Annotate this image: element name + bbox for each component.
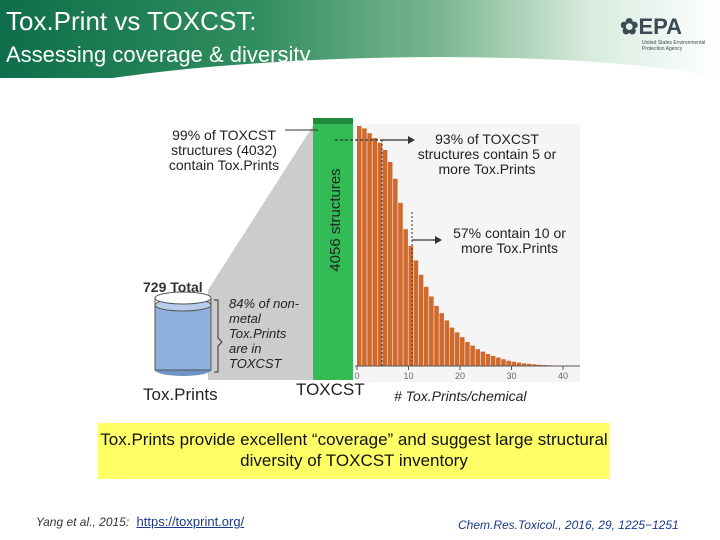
histogram-bar: [490, 355, 496, 366]
toxcst-bar: [313, 118, 353, 380]
histogram-bar: [413, 260, 419, 366]
histogram-bar: [418, 274, 424, 366]
histogram-bar: [372, 138, 377, 366]
arrowhead-57pct: [435, 236, 442, 244]
citation: Yang et al., 2015: https://toxprint.org/: [36, 514, 244, 529]
citation-text: Yang et al., 2015:: [36, 515, 130, 529]
note-57pct: 57% contain 10 or more Tox.Prints: [453, 225, 566, 256]
histogram-bar: [403, 229, 408, 366]
toxcst-bar-top: [313, 118, 353, 124]
note-93pct: 93% of TOXCST structures contain 5 or mo…: [417, 131, 557, 177]
histogram-bars: [357, 126, 563, 366]
histogram-x-label: # Tox.Prints/chemical: [394, 388, 527, 404]
histogram-bar: [434, 306, 439, 366]
histogram-bar: [382, 150, 388, 366]
histogram-bar: [439, 313, 444, 366]
note-84pct: 84% of non-metal Tox.Prints are in TOXCS…: [229, 296, 300, 371]
histogram-bar: [501, 359, 506, 366]
histogram-bar: [537, 364, 542, 366]
logo-agency-text: United States Environmental Protection A…: [642, 40, 706, 52]
x-tick-label: 30: [506, 371, 516, 381]
histogram-bar: [398, 202, 403, 366]
histogram-bar: [357, 126, 362, 366]
histogram-bar: [506, 360, 511, 366]
title-banner: Tox.Print vs TOXCST: Assessing coverage …: [0, 0, 720, 78]
histogram-bar: [516, 362, 522, 366]
note-99pct: 99% of TOXCST structures (4032) contain …: [168, 127, 280, 173]
toxcst-axis-label: TOXCST: [296, 380, 365, 399]
logo-mark: EPA: [638, 14, 683, 39]
slide-subtitle: Assessing coverage & diversity: [6, 42, 311, 67]
histogram-bar: [423, 286, 429, 366]
histogram-background: [355, 124, 580, 382]
histogram-bar: [449, 327, 455, 366]
x-tick-label: 10: [403, 371, 413, 381]
histogram-bar: [511, 361, 517, 366]
histogram-bar: [362, 128, 367, 366]
histogram-bar: [485, 354, 491, 366]
slide-title: Tox.Print vs TOXCST:: [6, 6, 257, 36]
histogram-bar: [408, 246, 414, 366]
histogram-bar: [454, 332, 460, 366]
journal-reference: Chem.Res.Toxicol., 2016, 29, 1225−1251: [458, 518, 679, 532]
histogram-bar: [532, 364, 537, 366]
toxprints-axis-label: Tox.Prints: [143, 385, 218, 404]
epa-logo: ✿EPA United States Environmental Protect…: [620, 14, 712, 52]
cylinder-top: [154, 291, 212, 305]
histogram-bar: [377, 142, 383, 366]
histogram-bar: [496, 357, 501, 366]
epa-flower-icon: ✿EPA: [620, 14, 683, 39]
histogram-bar: [521, 363, 527, 366]
cylinder-fill: [155, 305, 211, 370]
coverage-wedge: [208, 118, 318, 380]
x-tick-label: 0: [354, 371, 359, 381]
bar-structures-label: 4056 structures: [327, 168, 344, 272]
total-label: 729 Total: [143, 279, 203, 295]
coverage-brace: [214, 299, 223, 373]
histogram-bar: [367, 133, 372, 366]
toxprint-link[interactable]: https://toxprint.org/: [136, 514, 245, 529]
histogram-bar: [475, 349, 480, 366]
histogram-bar: [429, 296, 434, 366]
histogram-bar: [480, 351, 486, 366]
histogram-ticks: 0 10 20 30 40: [354, 366, 568, 381]
conclusion-banner: Tox.Prints provide excellent “coverage” …: [98, 423, 610, 479]
arrowhead-93pct: [408, 136, 415, 144]
x-tick-label: 40: [558, 371, 568, 381]
histogram-bar: [465, 342, 470, 366]
histogram-bar: [444, 320, 450, 366]
histogram-bar: [460, 337, 465, 366]
histogram-bar: [470, 345, 475, 366]
x-tick-label: 20: [455, 371, 465, 381]
histogram-bar: [393, 178, 398, 366]
histogram-bar: [387, 162, 393, 366]
histogram-bar: [526, 363, 532, 366]
